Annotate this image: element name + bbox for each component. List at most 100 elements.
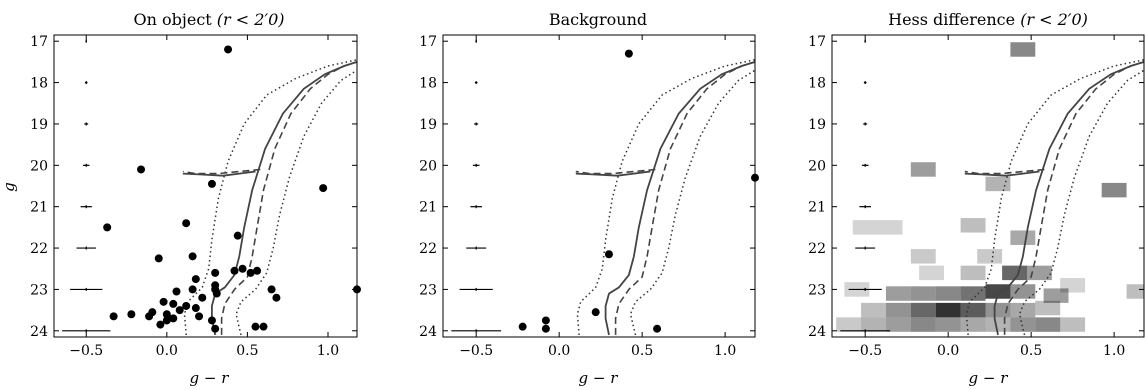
star-point [137, 165, 145, 173]
star-point [208, 180, 216, 188]
star-point [163, 316, 171, 324]
star-point [251, 323, 259, 331]
panel-background: Background −0.5 0.0 0.5 1.0 17 18 19 20 21 22 23 24… [419, 10, 759, 387]
star-point [195, 312, 203, 320]
star-point [155, 254, 163, 262]
isochrone-dotted-right [236, 70, 357, 335]
star-point [268, 285, 276, 293]
star-point [176, 306, 184, 314]
y-tick-label: 24 [30, 324, 48, 340]
star-point [211, 281, 219, 289]
star-layer [519, 50, 759, 333]
x-axis-label: g − r [190, 369, 230, 387]
x-tick-label: 0.5 [1020, 343, 1042, 359]
hess-cell [911, 303, 936, 317]
star-point [231, 267, 239, 275]
isochrone-dotted-left [577, 60, 755, 335]
star-point [319, 184, 327, 192]
y-tick-label: 17 [419, 34, 437, 50]
hess-cell [961, 317, 986, 331]
plot-frame [54, 35, 357, 337]
star-layer [103, 45, 361, 332]
y-tick-label: 21 [30, 200, 48, 216]
hess-cell [1010, 284, 1035, 298]
y-tick-label: 19 [808, 117, 826, 133]
panel-hess-difference: Hess difference (r < 2′0) −0.5 0.0 0.5 1.01… [808, 10, 1146, 387]
hess-cell [986, 177, 1011, 191]
star-point [160, 298, 168, 306]
y-tick-label: 17 [808, 34, 826, 50]
hess-cell [961, 266, 986, 280]
hess-cell [911, 249, 936, 263]
hess-cell [886, 286, 911, 300]
y-tick-label: 20 [30, 158, 48, 174]
panel-title: On object (r < 2′0) [134, 10, 285, 29]
y-tick-label: 18 [30, 76, 48, 92]
hess-cell [977, 249, 1002, 263]
star-point [239, 265, 247, 273]
star-point [605, 250, 613, 258]
y-tick-label: 20 [808, 158, 826, 174]
y-tick-label: 23 [808, 282, 826, 298]
star-point [234, 232, 242, 240]
star-point [224, 45, 232, 53]
hess-cell [986, 317, 1011, 331]
star-point [182, 219, 190, 227]
x-tick-label: −0.5 [848, 343, 882, 359]
y-tick-label: 24 [808, 324, 826, 340]
star-point [172, 287, 180, 295]
star-point [169, 300, 177, 308]
y-tick-label: 21 [419, 200, 437, 216]
hess-cell [1044, 288, 1069, 302]
hess-cell [1035, 301, 1060, 315]
star-point [208, 316, 216, 324]
hess-cell [1010, 303, 1035, 317]
star-point [189, 252, 197, 260]
plot-frame [443, 35, 755, 337]
y-tick-label: 22 [30, 241, 48, 257]
star-point [542, 316, 550, 324]
star-point [198, 294, 206, 302]
hess-cell [911, 286, 936, 300]
hess-layer [836, 42, 1146, 332]
tick-layer: −0.5 0.0 0.5 1.0 17 18 19 20 21 22 23 24 [419, 34, 755, 359]
hess-cell [1035, 317, 1060, 331]
y-tick-label: 23 [419, 282, 437, 298]
hess-cell [878, 220, 903, 234]
isochrone-dotted-right [631, 70, 756, 335]
y-tick-label: 18 [808, 76, 826, 92]
hess-cell [936, 317, 961, 331]
x-tick-label: 1.0 [714, 343, 736, 359]
x-tick-label: 0.0 [937, 343, 959, 359]
y-tick-label: 19 [30, 117, 48, 133]
isochrone-dashed [616, 62, 755, 335]
hess-cell [961, 218, 986, 232]
x-tick-label: 1.0 [1103, 343, 1125, 359]
y-tick-label: 18 [419, 76, 437, 92]
hess-cell [836, 317, 861, 331]
hess-cell [936, 303, 961, 317]
hess-cell [861, 303, 886, 317]
hess-cell [911, 162, 936, 176]
star-point [189, 285, 197, 293]
x-tick-label: 1.0 [317, 343, 339, 359]
y-tick-label: 22 [808, 241, 826, 257]
star-point [213, 290, 221, 298]
y-tick-label: 21 [808, 200, 826, 216]
panel-on-object: On object (r < 2′0) −0.5 0.0 0.5 1.0 17 18 19 2… [0, 10, 361, 387]
isochrone-dashed [222, 62, 357, 335]
x-tick-label: −0.5 [69, 343, 103, 359]
star-point [253, 267, 261, 275]
hess-cell [919, 266, 944, 280]
star-point [127, 310, 135, 318]
star-point [519, 323, 527, 331]
star-point [653, 325, 661, 333]
star-point [625, 50, 633, 58]
hess-cell [961, 303, 986, 317]
star-point [592, 308, 600, 316]
hess-cell [886, 303, 911, 317]
y-tick-label: 20 [419, 158, 437, 174]
isochrone-dotted-left [185, 60, 358, 335]
hess-cell [1102, 183, 1127, 197]
